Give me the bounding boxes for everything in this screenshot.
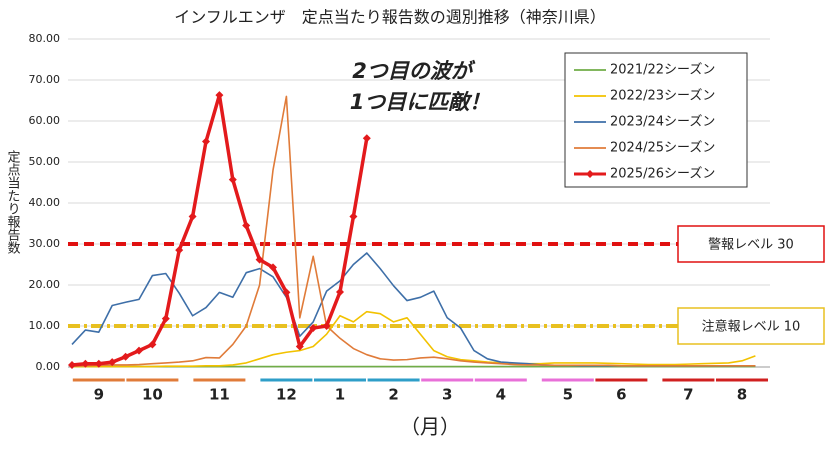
data-point <box>108 358 117 367</box>
x-tick-label: 11 <box>209 386 230 404</box>
data-point <box>295 342 304 351</box>
reference-label: 警報レベル 30 <box>708 237 794 253</box>
x-tick-label: 6 <box>616 386 626 404</box>
data-point <box>94 359 103 368</box>
data-point <box>322 322 331 330</box>
chart-title: インフルエンザ 定点当たり報告数の週別推移（神奈川県） <box>174 8 606 27</box>
legend-label: 2022/23シーズン <box>610 88 715 104</box>
x-tick-label: 9 <box>94 386 104 404</box>
y-tick-label: 80.00 <box>29 32 61 45</box>
y-tick-label: 10.00 <box>29 319 61 332</box>
data-point <box>148 340 157 349</box>
data-point <box>215 91 224 100</box>
legend-label: 2023/24シーズン <box>610 114 715 130</box>
x-tick-label: 12 <box>276 386 297 404</box>
data-point <box>309 324 318 333</box>
data-point <box>175 246 184 255</box>
x-tick-label: 5 <box>563 386 573 404</box>
x-tick-label: 10 <box>142 386 163 404</box>
y-tick-label: 30.00 <box>29 237 61 250</box>
data-point <box>242 221 251 230</box>
data-point <box>255 255 264 264</box>
x-tick-label: 4 <box>496 386 506 404</box>
x-tick-label: 1 <box>335 386 345 404</box>
data-point <box>68 360 76 369</box>
data-point <box>349 212 358 221</box>
data-point <box>121 352 130 361</box>
reference-label-box <box>677 225 825 263</box>
y-tick-label: 70.00 <box>29 73 61 86</box>
y-tick-label: 20.00 <box>29 278 61 291</box>
legend-label: 2021/22シーズン <box>610 62 715 78</box>
reference-label-box <box>677 307 825 345</box>
data-point <box>228 175 237 184</box>
series-line <box>71 95 756 367</box>
reference-label: 注意報レベル 10 <box>702 319 801 335</box>
annotation: 1つ目に匹敵！ <box>350 90 491 114</box>
data-point <box>188 212 197 221</box>
annotation: 2つ目の波が <box>352 59 476 83</box>
data-point <box>362 134 371 143</box>
data-point <box>269 263 277 272</box>
data-point <box>81 359 90 368</box>
y-tick-label: 0.00 <box>36 360 61 373</box>
data-point <box>161 314 170 323</box>
x-tick-label: 3 <box>442 386 452 404</box>
x-tick-label: 8 <box>737 386 747 404</box>
legend-label: 2025/26シーズン <box>610 166 715 182</box>
y-tick-label: 40.00 <box>29 196 61 209</box>
y-tick-label: 60.00 <box>29 114 61 127</box>
legend-marker <box>586 170 594 178</box>
data-point <box>135 346 143 355</box>
x-axis-label: （月） <box>400 415 460 439</box>
y-tick-label: 50.00 <box>29 155 61 168</box>
data-point <box>202 137 210 146</box>
x-tick-label: 7 <box>683 386 693 404</box>
legend-label: 2024/25シーズン <box>610 140 715 156</box>
legend-box <box>564 52 748 188</box>
data-point <box>282 288 291 297</box>
data-point <box>336 287 344 296</box>
y-axis-label: 定点当たり報告数 <box>5 150 21 254</box>
x-tick-label: 2 <box>388 386 398 404</box>
series-line <box>72 310 756 368</box>
